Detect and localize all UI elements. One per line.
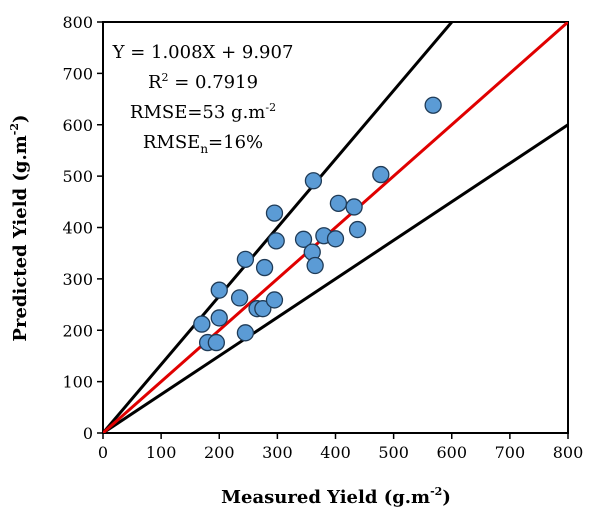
reference-lines [103, 22, 568, 433]
data-point-7 [236, 250, 255, 269]
equation-annotation: Y = 1.008X + 9.907 [112, 42, 294, 63]
y-tick-label-400: 400 [62, 219, 93, 238]
x-tick-label-500: 500 [378, 443, 409, 462]
data-point-11 [255, 258, 274, 277]
x-tick-label-800: 800 [553, 443, 584, 462]
data-point-8 [236, 324, 255, 342]
rmse-base: RMSE=53 g.m [130, 102, 265, 123]
data-point-24 [372, 165, 390, 184]
data-point-12 [265, 204, 284, 222]
rmsen-value: =16% [208, 132, 263, 153]
y-tick-label-0: 0 [83, 424, 93, 443]
bound-line-2 [103, 123, 568, 433]
r-squared-value: = 0.7919 [169, 72, 259, 93]
x-axis-title-base: Measured Yield (g.m [221, 487, 430, 508]
data-point-13 [265, 291, 284, 309]
data-point-25 [424, 96, 442, 114]
data-point-22 [345, 198, 363, 216]
x-axis-title-end: ) [442, 487, 451, 508]
y-tick-label-700: 700 [62, 64, 93, 83]
y-axis-title-base: Predicted Yield (g.m [10, 135, 31, 341]
x-tick-label-700: 700 [495, 443, 526, 462]
r-squared-annotation: R2 = 0.7919 [148, 71, 258, 93]
data-points [193, 96, 442, 352]
data-point-15 [294, 230, 313, 248]
rmse-superscript: -2 [265, 101, 276, 114]
r-squared-base: R [148, 72, 162, 93]
x-tick-label-300: 300 [262, 443, 293, 462]
y-tick-label-800: 800 [62, 13, 93, 32]
y-axis-title-superscript: -2 [8, 123, 21, 135]
data-point-4 [210, 281, 228, 299]
data-point-17 [304, 172, 323, 190]
bound-line-1 [103, 22, 454, 433]
x-axis-title: Measured Yield (g.m-2) [221, 485, 451, 508]
rmsen-subscript: n [200, 142, 208, 156]
data-point-18 [306, 256, 324, 275]
normalized-rmse-annotation: RMSEn=16% [143, 132, 263, 156]
x-tick-label-0: 0 [98, 443, 108, 462]
y-tick-label-200: 200 [62, 321, 93, 340]
x-tick-label-400: 400 [320, 443, 351, 462]
x-tick-label-600: 600 [436, 443, 467, 462]
data-point-5 [210, 309, 228, 327]
x-axis-title-superscript: -2 [430, 485, 442, 498]
fit-line [103, 22, 568, 433]
axis-ticks: 0 100 200 300 400 500 600 700 800 0 100 200 300 400 50… [62, 13, 583, 462]
rmsen-base: RMSE [143, 132, 200, 153]
rmse-annotation: RMSE=53 g.m-2 [130, 101, 276, 123]
data-point-1 [193, 315, 211, 333]
data-point-23 [348, 220, 367, 239]
y-axis-title-end: ) [10, 114, 31, 123]
data-point-14 [267, 232, 285, 250]
y-axis-title: Predicted Yield (g.m-2) [8, 114, 31, 341]
y-tick-label-500: 500 [62, 167, 93, 186]
x-tick-label-100: 100 [146, 443, 177, 462]
data-point-21 [329, 194, 348, 213]
y-tick-label-100: 100 [62, 373, 93, 392]
y-tick-label-300: 300 [62, 270, 93, 289]
data-point-20 [326, 230, 345, 248]
data-point-3 [207, 333, 225, 352]
r-squared-superscript: 2 [162, 71, 169, 84]
x-tick-label-200: 200 [204, 443, 235, 462]
data-point-10 [254, 300, 272, 318]
y-tick-label-600: 600 [62, 116, 93, 135]
data-point-6 [230, 289, 249, 307]
